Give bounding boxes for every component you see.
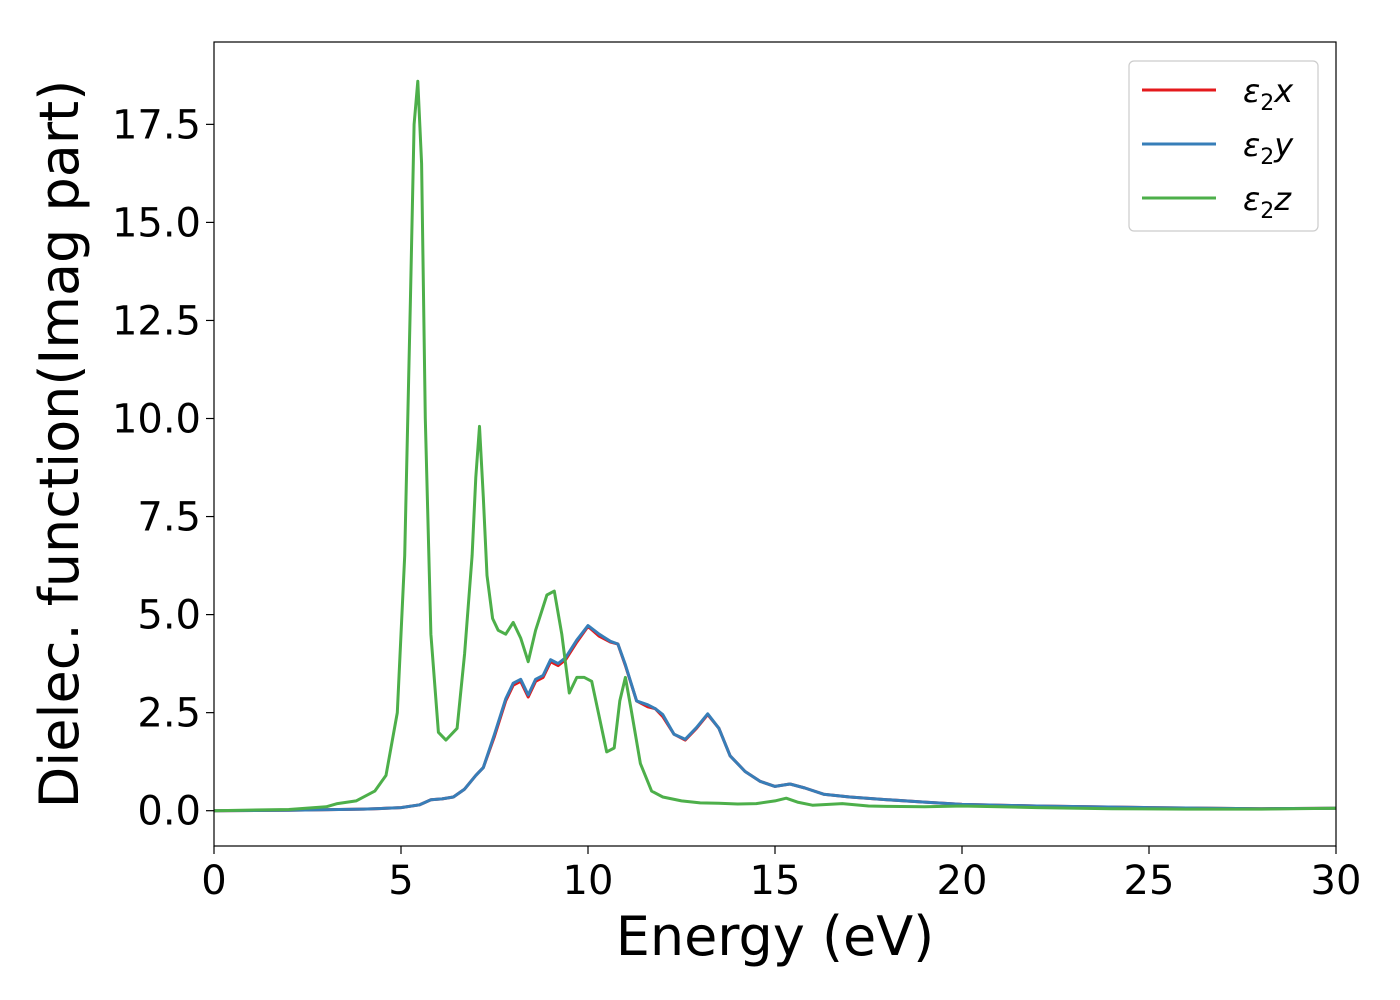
x-axis-ticks: 0 5 10 15 20 25 30 [201,846,1361,904]
x-tick-label: 5 [388,858,413,904]
legend-box [1128,60,1319,232]
x-tick-label: 20 [937,858,988,904]
plot-area [213,41,1337,847]
x-tick-label: 10 [563,858,614,904]
y-tick-label: 12.5 [112,298,201,344]
y-axis-ticks: 0.0 2.5 5.0 7.5 10.0 12.5 15.0 17.5 [112,102,214,835]
legend-label-z: ε2z [1243,180,1292,224]
x-tick-label: 0 [201,858,226,904]
legend-label-x: ε2x [1243,72,1294,116]
y-tick-label: 7.5 [137,495,201,541]
x-axis-label: Energy (eV) [616,905,935,968]
y-tick-label: 5.0 [137,593,201,639]
x-tick-label: 30 [1311,858,1362,904]
y-axis-label: Dielec. function(Imag part) [28,80,91,809]
x-tick-label: 25 [1124,858,1175,904]
x-tick-label: 15 [750,858,801,904]
series-layer [214,79,1336,813]
y-tick-label: 10.0 [112,397,201,443]
y-tick-label: 15.0 [112,200,201,246]
y-tick-label: 17.5 [112,102,201,148]
y-tick-label: 0.0 [137,789,201,835]
series-line-y [214,624,1336,813]
legend-label-y: ε2y [1243,126,1294,170]
legend: ε2x ε2y ε2z [1128,60,1319,232]
y-tick-label: 2.5 [137,691,201,737]
series-line-z [214,79,1336,813]
